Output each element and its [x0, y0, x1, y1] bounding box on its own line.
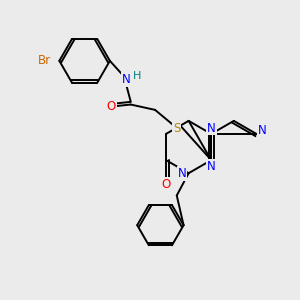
Text: N: N [178, 167, 187, 180]
Text: O: O [161, 178, 171, 191]
Text: H: H [133, 71, 142, 81]
Text: O: O [107, 100, 116, 112]
Text: Br: Br [38, 54, 51, 67]
Text: N: N [207, 122, 216, 134]
Text: N: N [207, 160, 215, 172]
Text: N: N [258, 124, 267, 137]
Text: N: N [122, 73, 130, 86]
Text: S: S [173, 122, 180, 135]
